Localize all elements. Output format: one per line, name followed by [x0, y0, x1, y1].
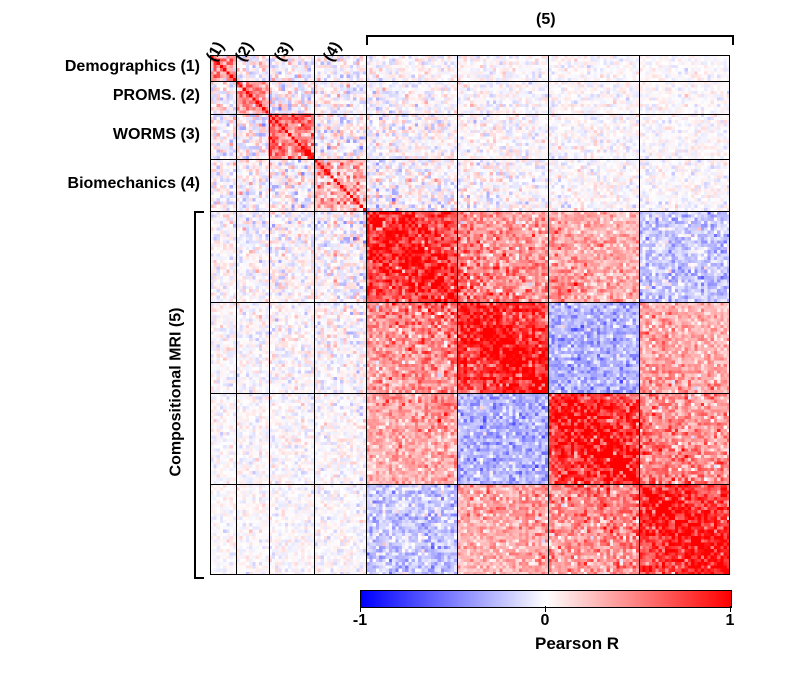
colorbar-tick-label: 1	[715, 612, 745, 630]
colorbar-title: Pearson R	[535, 634, 619, 654]
row-bracket-5	[194, 211, 204, 579]
block-separator	[210, 211, 730, 212]
block-separator	[210, 574, 730, 575]
block-separator	[729, 55, 730, 575]
block-separator	[210, 81, 730, 82]
row-label-2: PROMS. (2)	[0, 87, 200, 105]
block-separator	[314, 55, 315, 575]
colorbar-tick-label: -1	[345, 612, 375, 630]
correlation-heatmap	[210, 55, 730, 575]
colorbar	[360, 590, 732, 608]
colorbar-tick-label: 0	[530, 612, 560, 630]
row-label-3: WORMS (3)	[0, 126, 200, 144]
col-bracket-5	[366, 35, 734, 45]
row-label-4: Biomechanics (4)	[0, 175, 200, 193]
col-label-5: (5)	[536, 11, 556, 29]
block-separator	[210, 302, 730, 303]
row-label-1: Demographics (1)	[0, 58, 200, 76]
block-separator	[210, 393, 730, 394]
block-separator	[269, 55, 270, 575]
block-separator	[210, 55, 211, 575]
row-label-5: Compositional MRI (5)	[168, 298, 186, 487]
block-separator	[210, 114, 730, 115]
figure-container: { "figure": { "width_px": 800, "height_p…	[0, 0, 800, 673]
block-separator	[366, 55, 367, 575]
block-separator	[236, 55, 237, 575]
block-separator	[639, 55, 640, 575]
block-separator	[210, 484, 730, 485]
block-separator	[548, 55, 549, 575]
block-separator	[457, 55, 458, 575]
block-separator	[210, 159, 730, 160]
